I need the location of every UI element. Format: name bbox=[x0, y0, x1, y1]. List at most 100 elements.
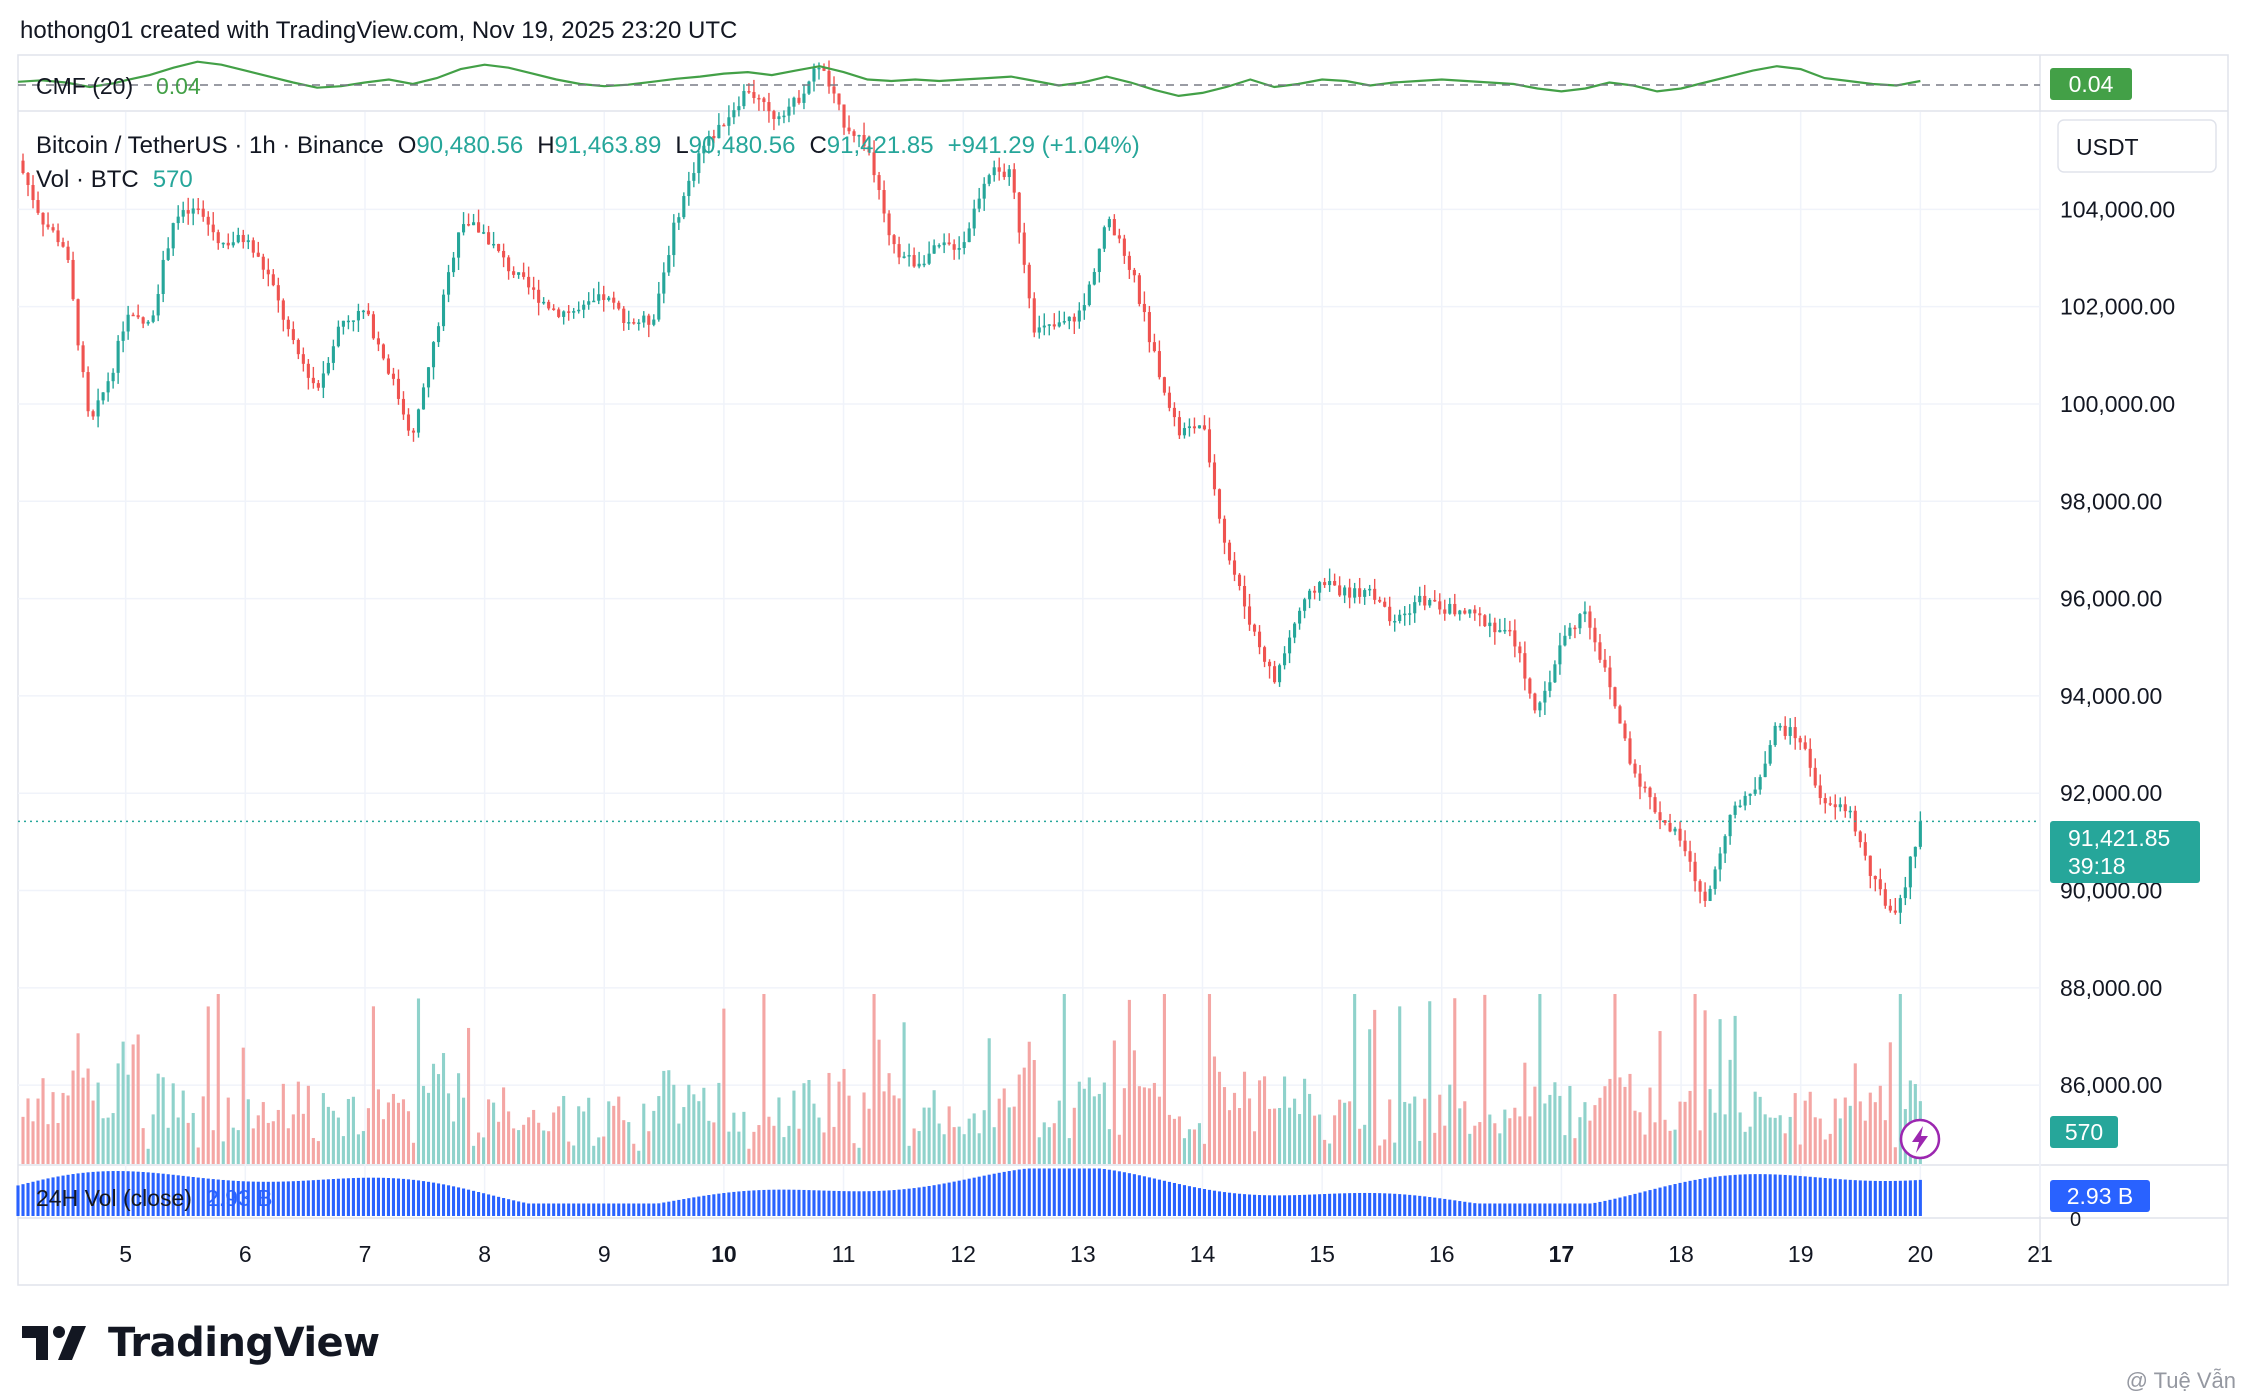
vol24-bar bbox=[552, 1203, 556, 1216]
candle-body bbox=[101, 392, 105, 401]
vol24-bar bbox=[1883, 1181, 1887, 1216]
y-tick-label: 96,000.00 bbox=[2060, 586, 2162, 612]
vol24-axis-zero: 0 bbox=[2070, 1209, 2081, 1231]
candle-body bbox=[1878, 879, 1882, 890]
volume-bar bbox=[777, 1097, 781, 1164]
vol24-bar bbox=[251, 1181, 255, 1216]
candle-body bbox=[1563, 635, 1567, 646]
candle-body bbox=[31, 185, 35, 201]
candle-body bbox=[1358, 588, 1362, 597]
vol24-bar bbox=[992, 1173, 996, 1216]
vol24-bar bbox=[512, 1200, 516, 1216]
y-tick-label: 92,000.00 bbox=[2060, 780, 2162, 806]
candle-body bbox=[451, 257, 456, 273]
candle-body bbox=[1703, 891, 1707, 901]
vol24-bar bbox=[492, 1195, 496, 1216]
vol24-bar bbox=[1853, 1180, 1857, 1216]
candle-body bbox=[441, 294, 446, 327]
candle-body bbox=[1543, 690, 1547, 703]
candle-body bbox=[987, 175, 991, 184]
volume-bar bbox=[371, 1006, 375, 1164]
vol24-bar bbox=[717, 1193, 721, 1216]
currency-box[interactable] bbox=[2057, 119, 2217, 173]
volume-bar bbox=[131, 1044, 135, 1164]
volume-bar bbox=[802, 1083, 806, 1164]
tradingview-logo[interactable]: TradingView bbox=[22, 1320, 380, 1366]
volume-bar bbox=[326, 1106, 330, 1164]
x-tick-label: 17 bbox=[1549, 1241, 1575, 1267]
volume-bar bbox=[1042, 1122, 1046, 1164]
vol24-bar bbox=[221, 1179, 225, 1216]
vol24-bar bbox=[617, 1203, 621, 1216]
volume-bar bbox=[532, 1109, 536, 1164]
candle-body bbox=[1458, 610, 1462, 615]
vol24-bar bbox=[837, 1191, 841, 1216]
volume-bar bbox=[917, 1131, 921, 1164]
vol24-bar bbox=[1002, 1171, 1006, 1216]
volume-bar bbox=[1227, 1110, 1232, 1164]
volume-bar bbox=[436, 1074, 441, 1164]
vol24-bar bbox=[426, 1181, 431, 1216]
candle-body bbox=[1348, 587, 1352, 598]
candlestick-series bbox=[21, 60, 1922, 924]
candle-body bbox=[1528, 678, 1532, 694]
candle-body bbox=[937, 245, 941, 247]
volume-bar bbox=[1628, 1073, 1632, 1164]
candle-body bbox=[1222, 518, 1227, 543]
vol24-bar bbox=[1428, 1196, 1432, 1216]
candle-body bbox=[607, 297, 611, 301]
vol24-bar bbox=[1388, 1193, 1392, 1216]
vol24-bar bbox=[502, 1198, 506, 1216]
vol24-bar bbox=[86, 1172, 90, 1216]
vol24-bar bbox=[1443, 1198, 1447, 1216]
candle-body bbox=[1503, 629, 1507, 632]
vol24-bar bbox=[1528, 1203, 1532, 1216]
vol24-bar bbox=[912, 1188, 916, 1216]
vol24-bar bbox=[582, 1203, 586, 1216]
vol24-bar bbox=[1858, 1180, 1862, 1216]
volume-bar bbox=[817, 1117, 821, 1164]
vol24-bar bbox=[1237, 1193, 1242, 1216]
volume-bar bbox=[962, 1134, 966, 1164]
lightning-icon[interactable] bbox=[1899, 1118, 1941, 1160]
candle-body bbox=[1618, 706, 1622, 724]
vol24-bar bbox=[161, 1173, 165, 1216]
candle-body bbox=[201, 208, 205, 217]
volume-bar bbox=[1823, 1139, 1827, 1164]
vol24-bar bbox=[522, 1202, 526, 1216]
candle-body bbox=[1007, 169, 1011, 178]
volume-bar bbox=[316, 1141, 320, 1164]
candle-body bbox=[1202, 425, 1207, 430]
volume-bar bbox=[1428, 1001, 1432, 1164]
vol24-bar bbox=[1117, 1171, 1121, 1216]
candle-body bbox=[406, 414, 411, 431]
vol24-bar bbox=[1192, 1187, 1197, 1216]
volume-bar bbox=[1262, 1076, 1267, 1164]
volume-bar bbox=[1578, 1117, 1582, 1164]
x-tick-label: 16 bbox=[1429, 1241, 1455, 1267]
candle-body bbox=[1658, 812, 1662, 821]
candle-body bbox=[1893, 910, 1897, 913]
vol24-bar bbox=[1523, 1203, 1527, 1216]
vol24-bar bbox=[797, 1189, 801, 1216]
vol24-bar bbox=[747, 1190, 751, 1216]
volume-bar bbox=[1152, 1082, 1156, 1164]
candle-body bbox=[1628, 738, 1632, 764]
candle-body bbox=[1262, 647, 1267, 662]
candle-body bbox=[106, 381, 110, 393]
vol24-bar bbox=[31, 1181, 35, 1216]
candle-body bbox=[366, 310, 370, 315]
volume-bar bbox=[1037, 1137, 1041, 1164]
vol24-bar bbox=[932, 1185, 936, 1216]
volume-bar bbox=[1728, 1059, 1732, 1164]
volume-bar bbox=[942, 1134, 946, 1164]
volume-legend: Vol · BTC 570 bbox=[36, 166, 193, 193]
symbol-title: Bitcoin / TetherUS · 1h · Binance O90,480… bbox=[36, 132, 1140, 159]
candle-body bbox=[1132, 269, 1136, 276]
volume-bar bbox=[747, 1148, 751, 1164]
volume-bar bbox=[982, 1110, 986, 1164]
candle-body bbox=[557, 309, 561, 317]
candle-body bbox=[1623, 723, 1627, 739]
candle-body bbox=[1037, 327, 1041, 333]
